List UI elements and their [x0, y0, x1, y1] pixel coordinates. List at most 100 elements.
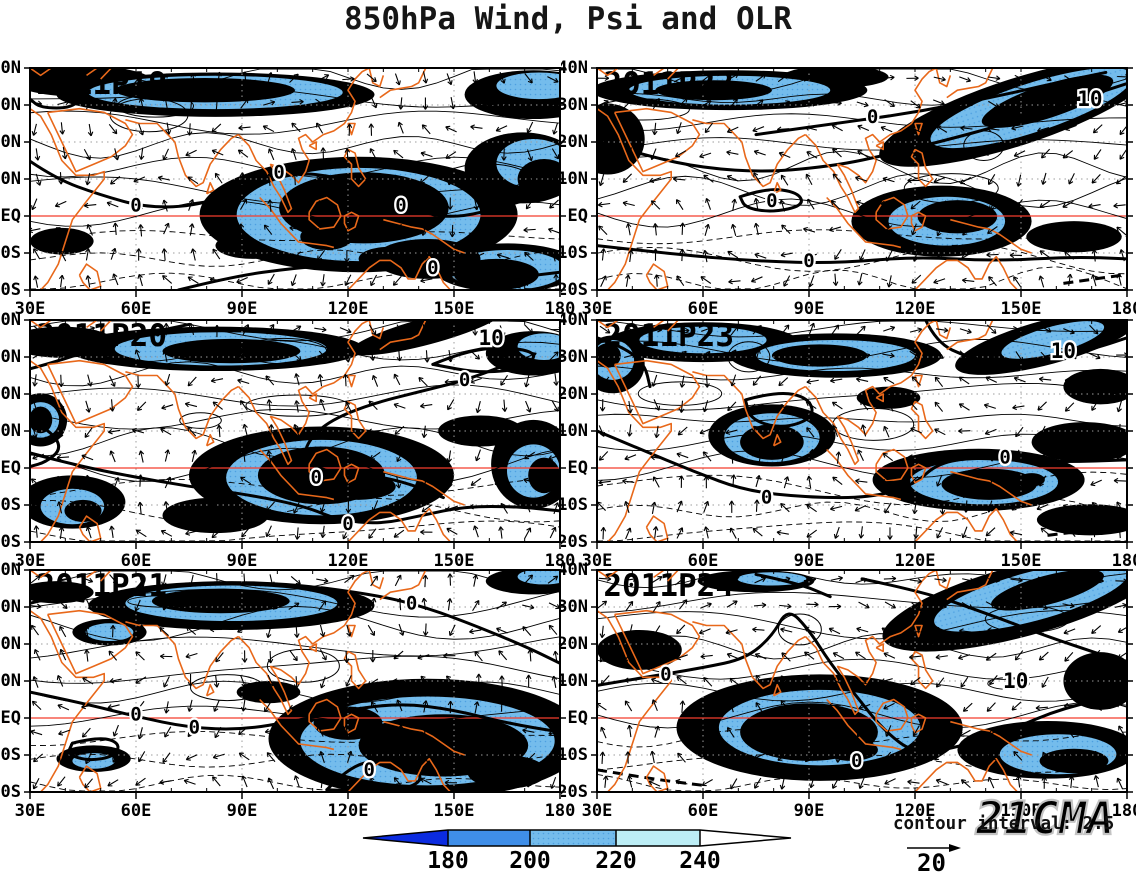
y-tick-label: 10N	[561, 671, 588, 691]
wind-vector	[885, 779, 896, 785]
x-tick-label: 30E	[15, 801, 46, 821]
colorbar-tick-label: 180	[427, 848, 469, 873]
y-tick-label: 20N	[561, 384, 588, 404]
wind-vector	[107, 202, 118, 207]
contour-label-0: 0	[761, 487, 772, 509]
wind-vector	[625, 275, 630, 287]
wind-vector	[781, 175, 787, 185]
wind-vector	[1039, 652, 1048, 660]
y-tick-label: 30N	[0, 347, 21, 367]
wind-vector	[1092, 250, 1097, 262]
x-tick-label: 120E	[328, 801, 369, 821]
wind-vector	[673, 177, 685, 182]
figure-title: 850hPa Wind, Psi and OLR	[0, 1, 1136, 37]
wind-vector	[85, 779, 93, 788]
psi-contour-thin	[597, 659, 1127, 679]
wind-vector	[650, 751, 655, 763]
wind-vector	[728, 251, 738, 257]
wind-vector	[936, 655, 948, 660]
wind-vector	[186, 653, 197, 658]
wind-vector	[399, 97, 404, 109]
wind-vector	[316, 578, 328, 583]
wind-vector	[138, 727, 142, 739]
wind-vector	[883, 453, 893, 460]
wind-vector	[1014, 377, 1025, 382]
wind-vector	[372, 375, 377, 386]
wind-vector	[731, 375, 736, 386]
wind-vector	[138, 274, 142, 286]
x-tick-label: 150E	[434, 801, 475, 821]
wind-vector	[294, 776, 299, 787]
contour-label-0: 0	[342, 513, 353, 535]
wind-vector	[597, 601, 606, 608]
wind-vector	[1089, 204, 1101, 209]
wind-vector	[475, 652, 482, 661]
wind-vector	[784, 477, 788, 489]
wind-vector	[32, 701, 41, 709]
wind-vector	[474, 526, 479, 537]
wind-vector	[419, 377, 427, 386]
wind-vector	[961, 177, 971, 183]
wind-vector	[703, 400, 707, 412]
coastline	[915, 257, 1017, 290]
wind-vector	[241, 699, 246, 711]
wind-vector	[728, 402, 736, 411]
wind-vector	[704, 527, 709, 539]
wind-vector	[727, 653, 738, 658]
wind-vector	[189, 575, 194, 587]
wind-vector	[806, 602, 818, 607]
wind-vector	[242, 776, 247, 787]
wind-vector	[136, 652, 145, 660]
wind-vector	[829, 604, 841, 609]
wind-vector	[501, 503, 507, 513]
wind-vector	[88, 124, 93, 136]
wind-vector	[830, 506, 842, 511]
y-tick-label: 10N	[0, 169, 21, 189]
olr-shading-blob	[772, 344, 867, 366]
wind-reference-value: 20	[917, 849, 946, 874]
wind-vector	[450, 97, 455, 109]
wind-vector	[291, 274, 296, 285]
contour-label-0: 0	[363, 759, 374, 781]
wind-vector	[161, 429, 171, 435]
y-tick-label: 20N	[0, 634, 21, 654]
wind-vector	[1042, 173, 1046, 185]
wind-vector	[158, 176, 170, 181]
wind-vector	[295, 527, 300, 539]
wind-vector	[496, 126, 507, 132]
wind-vector	[291, 148, 296, 159]
wind-vector	[700, 153, 711, 158]
wind-vector	[1010, 253, 1022, 258]
y-tick-label: 40N	[561, 560, 588, 580]
y-tick-label: 10S	[561, 243, 588, 263]
coastline	[876, 644, 883, 651]
wind-vector	[423, 97, 428, 109]
contour-label-0: 0	[427, 257, 438, 279]
wind-vector	[238, 379, 250, 384]
psi-contour-thin	[30, 521, 560, 541]
wind-vector	[677, 276, 684, 286]
wind-vector	[908, 780, 920, 785]
y-tick-label: 10N	[0, 671, 21, 691]
wind-vector	[679, 476, 684, 488]
wind-vector	[523, 627, 531, 636]
wind-vector	[551, 777, 556, 788]
olr-shading-blob	[430, 724, 499, 753]
y-tick-label: 40N	[0, 310, 21, 330]
wind-vector	[833, 174, 841, 183]
wind-vector	[959, 77, 970, 82]
wind-vector	[1093, 125, 1102, 133]
wind-vector	[857, 326, 866, 334]
contour-label-10: 10	[478, 326, 503, 350]
wind-vector	[185, 402, 197, 406]
wind-vector	[755, 653, 766, 658]
wind-vector	[108, 780, 118, 786]
wind-vector	[136, 376, 141, 388]
wind-vector	[321, 274, 326, 286]
wind-vector	[422, 426, 427, 438]
wind-vector	[290, 651, 297, 661]
wind-vector	[60, 626, 66, 636]
wind-vector	[1038, 402, 1047, 410]
wind-vector	[58, 777, 65, 786]
wind-vector	[832, 125, 843, 131]
